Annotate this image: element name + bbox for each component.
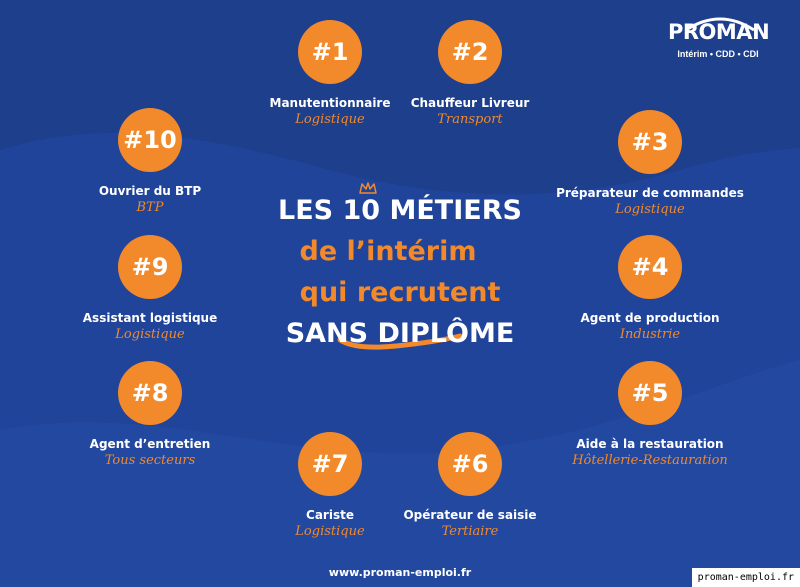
underline-swoosh-icon	[337, 333, 463, 350]
headline-line-3: qui recrutent	[299, 277, 501, 308]
rank-badge: #8	[118, 361, 182, 425]
headline: LES 10 MÉTIERS de l’intérim qui recruten…	[250, 182, 550, 354]
job-sector: Logistique	[295, 524, 365, 539]
job-title: Agent de production	[580, 311, 720, 325]
rank-badge: #5	[618, 361, 682, 425]
rank-badge: #4	[618, 235, 682, 299]
watermark: proman-emploi.fr	[691, 568, 800, 587]
job-sector: Industrie	[619, 327, 681, 342]
logo-arc-icon	[685, 17, 755, 32]
job-sector: BTP	[136, 200, 164, 215]
brand-tagline: Intérim • CDD • CDI	[677, 49, 759, 59]
job-sector: Transport	[437, 112, 503, 127]
crown-icon	[359, 182, 377, 194]
job-sector: Logistique	[115, 327, 185, 342]
job-title: Chauffeur Livreur	[410, 96, 530, 110]
job-sector: Tous secteurs	[104, 453, 196, 468]
job-item-1: #1 Manutentionnaire Logistique	[235, 20, 425, 127]
job-sector: Tertiaire	[441, 524, 499, 539]
job-item-10: #10 Ouvrier du BTP BTP	[55, 108, 245, 215]
job-item-7: #7 Cariste Logistique	[235, 432, 425, 539]
job-title: Préparateur de commandes	[556, 186, 744, 200]
rank-badge: #6	[438, 432, 502, 496]
job-title: Agent d’entretien	[89, 437, 211, 451]
job-sector: Logistique	[295, 112, 365, 127]
rank-badge: #9	[118, 235, 182, 299]
job-title: Aide à la restauration	[576, 437, 724, 451]
job-title: Manutentionnaire	[269, 96, 391, 110]
job-item-9: #9 Assistant logistique Logistique	[55, 235, 245, 342]
headline-line-1: LES 10 MÉTIERS	[278, 195, 522, 226]
job-title: Opérateur de saisie	[403, 508, 537, 522]
footer-url: www.proman-emploi.fr	[328, 566, 472, 579]
job-item-6: #6 Opérateur de saisie Tertiaire	[375, 432, 565, 539]
rank-badge: #3	[618, 110, 682, 174]
rank-badge: #1	[298, 20, 362, 84]
headline-line-2: de l’intérim	[299, 236, 477, 267]
rank-badge: #2	[438, 20, 502, 84]
job-item-2: #2 Chauffeur Livreur Transport	[375, 20, 565, 127]
job-item-8: #8 Agent d’entretien Tous secteurs	[55, 361, 245, 468]
job-title: Cariste	[306, 508, 354, 522]
rank-badge: #10	[118, 108, 182, 172]
job-item-5: #5 Aide à la restauration Hôtellerie-Res…	[555, 361, 745, 468]
headline-line-4: SANS DIPLÔME	[285, 318, 515, 349]
brand-logo: PROMAN Intérim • CDD • CDI	[668, 17, 770, 59]
job-title: Ouvrier du BTP	[98, 184, 202, 198]
job-sector: Logistique	[615, 202, 685, 217]
job-item-4: #4 Agent de production Industrie	[555, 235, 745, 342]
job-sector: Hôtellerie-Restauration	[572, 453, 728, 468]
rank-badge: #7	[298, 432, 362, 496]
job-item-3: #3 Préparateur de commandes Logistique	[555, 110, 745, 217]
job-title: Assistant logistique	[82, 311, 218, 325]
